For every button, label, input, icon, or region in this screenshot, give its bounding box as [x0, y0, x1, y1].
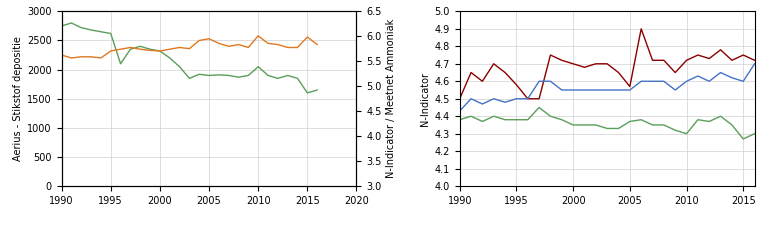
Y-axis label: Aerius - Stikstof depositie: Aerius - Stikstof depositie	[13, 36, 23, 161]
Y-axis label: N-Indicator / Meetnet Ammoniak: N-Indicator / Meetnet Ammoniak	[386, 19, 396, 178]
Y-axis label: N-Indicator: N-Indicator	[420, 72, 430, 126]
